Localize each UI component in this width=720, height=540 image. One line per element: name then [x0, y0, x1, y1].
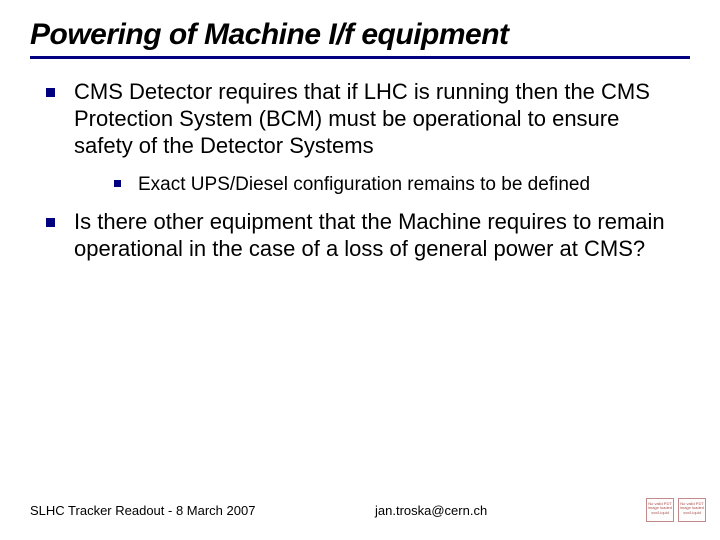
bullet-item: CMS Detector requires that if LHC is run…: [40, 79, 680, 159]
sub-bullet-text: Exact UPS/Diesel configuration remains t…: [138, 173, 680, 197]
badge-line: xxx/Liquid: [647, 511, 673, 515]
bullet-text: CMS Detector requires that if LHC is run…: [74, 79, 680, 159]
slide-title: Powering of Machine I/f equipment: [30, 18, 690, 52]
square-bullet-icon: [40, 209, 74, 263]
footer-left: SLHC Tracker Readout - 8 March 2007: [30, 503, 345, 518]
slide-body: CMS Detector requires that if LHC is run…: [30, 59, 690, 263]
footer-badges: No valid PDT image loaded xxx/Liquid No …: [646, 498, 706, 522]
missing-image-badge: No valid PDT image loaded xxx/Liquid: [646, 498, 674, 522]
bullet-item: Is there other equipment that the Machin…: [40, 209, 680, 263]
badge-line: xxx/Liquid: [679, 511, 705, 515]
square-bullet-icon: [110, 173, 138, 197]
slide-footer: SLHC Tracker Readout - 8 March 2007 jan.…: [30, 503, 690, 518]
missing-image-badge: No valid PDT image loaded xxx/Liquid: [678, 498, 706, 522]
sub-bullet-item: Exact UPS/Diesel configuration remains t…: [110, 173, 680, 197]
slide: Powering of Machine I/f equipment CMS De…: [0, 0, 720, 540]
bullet-text: Is there other equipment that the Machin…: [74, 209, 680, 263]
footer-center: jan.troska@cern.ch: [345, 503, 690, 518]
square-bullet-icon: [40, 79, 74, 159]
